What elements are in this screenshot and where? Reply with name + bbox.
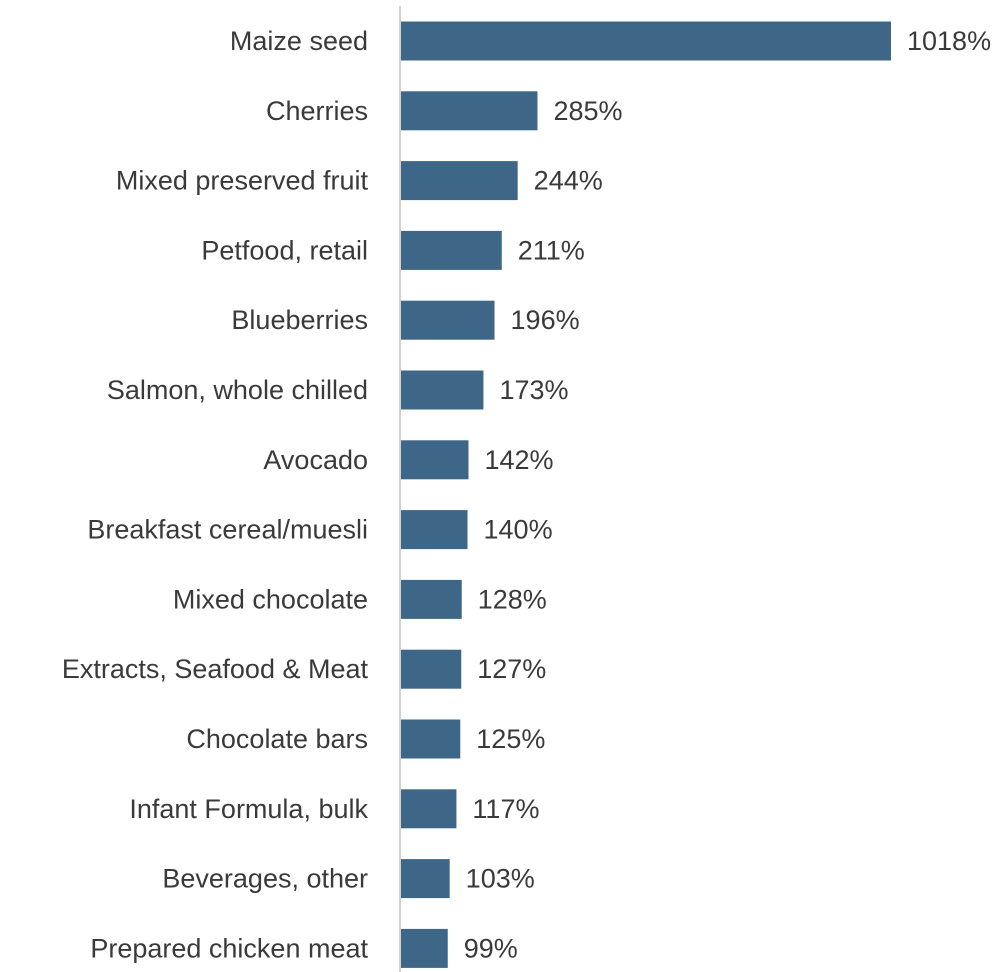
bar [400, 91, 538, 131]
value-label: 127% [477, 654, 546, 684]
bar [400, 859, 450, 899]
category-label: Prepared chicken meat [90, 933, 368, 963]
category-label: Extracts, Seafood & Meat [62, 654, 369, 684]
value-label: 244% [534, 166, 603, 196]
category-label: Mixed chocolate [173, 584, 368, 614]
value-label: 140% [484, 515, 553, 545]
category-label: Infant Formula, bulk [129, 794, 368, 824]
bar [400, 649, 462, 689]
category-label: Chocolate bars [186, 724, 368, 754]
value-label: 99% [464, 933, 518, 963]
bar [400, 789, 457, 829]
bar [400, 440, 469, 480]
category-labels: Maize seed Cherries Mixed preserved fruit P… [62, 26, 369, 963]
category-label: Breakfast cereal/muesli [87, 515, 368, 545]
value-labels: 1018% 285% 244% 211% 196% 173% 142% 140% 128% 127… [464, 26, 991, 963]
bar [400, 510, 468, 550]
value-label: 196% [511, 305, 580, 335]
bar [400, 161, 518, 201]
category-label: Blueberries [231, 305, 368, 335]
bar [400, 300, 495, 340]
category-label: Cherries [266, 96, 368, 126]
bar [400, 928, 448, 968]
category-label: Beverages, other [162, 864, 368, 894]
value-label: 125% [476, 724, 545, 754]
bar [400, 719, 461, 759]
value-label: 128% [478, 584, 547, 614]
category-label: Salmon, whole chilled [107, 375, 368, 405]
bar [400, 21, 891, 61]
bar [400, 579, 462, 619]
value-label: 173% [499, 375, 568, 405]
bar [400, 230, 502, 270]
category-label: Petfood, retail [201, 235, 368, 265]
category-label: Mixed preserved fruit [116, 166, 369, 196]
value-label: 103% [466, 864, 535, 894]
value-label: 285% [553, 96, 622, 126]
category-label: Maize seed [230, 26, 368, 56]
value-label: 117% [472, 794, 539, 824]
category-label: Avocado [263, 445, 368, 475]
bar [400, 370, 484, 410]
bars-group [400, 21, 891, 968]
value-label: 142% [484, 445, 553, 475]
value-label: 1018% [907, 26, 991, 56]
value-label: 211% [518, 235, 585, 265]
